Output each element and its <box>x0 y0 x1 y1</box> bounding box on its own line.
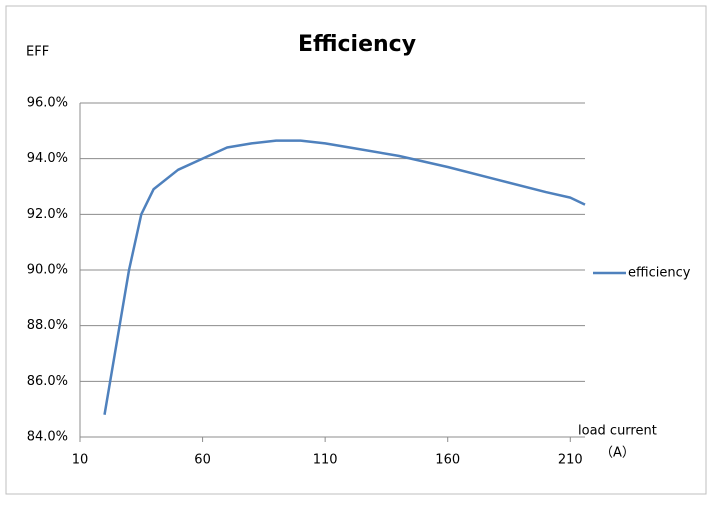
x-tick-label: 210 <box>558 453 583 468</box>
y-tick-label: 84.0% <box>27 430 68 445</box>
y-tick-label: 92.0% <box>27 207 68 222</box>
legend-label: efficiency <box>628 266 691 281</box>
chart-title: Efficiency <box>298 32 416 57</box>
y-tick-label: 96.0% <box>27 96 68 111</box>
x-axis-unit: （A） <box>600 446 635 461</box>
y-tick-label: 90.0% <box>27 263 68 278</box>
x-tick-label: 10 <box>72 453 89 468</box>
data-line <box>103 139 586 415</box>
x-tick-label: 160 <box>435 453 460 468</box>
y-tick-label: 86.0% <box>27 374 68 389</box>
x-tick-label: 60 <box>194 453 211 468</box>
y-tick-label: 88.0% <box>27 318 68 333</box>
chart-border <box>5 5 707 495</box>
x-axis-label: load current <box>578 424 657 439</box>
y-axis-label: EFF <box>26 45 49 60</box>
y-tick-label: 94.0% <box>27 151 68 166</box>
x-tick-label: 110 <box>313 453 338 468</box>
